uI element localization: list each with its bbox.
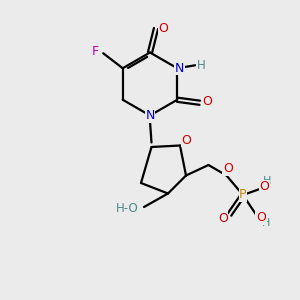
Text: H: H (263, 176, 271, 186)
Text: F: F (91, 45, 98, 58)
Text: H: H (197, 59, 206, 72)
Text: O: O (223, 162, 233, 176)
Text: N: N (145, 109, 155, 122)
Text: O: O (218, 212, 228, 225)
Text: H-O: H-O (116, 202, 139, 215)
Text: O: O (260, 180, 269, 194)
Text: O: O (256, 211, 266, 224)
Text: O: O (182, 134, 191, 147)
Text: H: H (262, 218, 270, 228)
Text: O: O (159, 22, 168, 35)
Text: P: P (239, 188, 247, 202)
Text: N: N (175, 62, 184, 75)
Text: O: O (202, 95, 212, 108)
